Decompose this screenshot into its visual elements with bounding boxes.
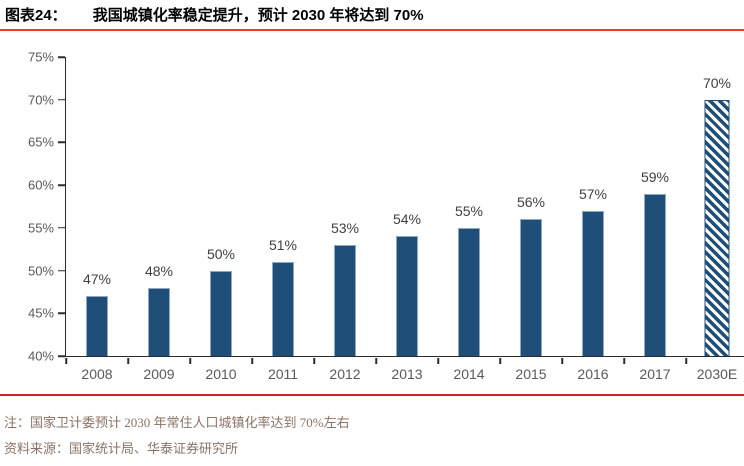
x-axis-category-label: 2030E: [696, 366, 738, 382]
bar-value-label: 53%: [330, 219, 360, 236]
x-axis-tick: [189, 357, 191, 364]
y-axis-tick: [58, 98, 65, 101]
bar-2015: [520, 219, 542, 356]
figure-title: 我国城镇化率稳定提升，预计 2030 年将达到 70%: [92, 7, 424, 24]
bar-value-label: 56%: [516, 194, 546, 211]
bar-2011: [272, 262, 294, 356]
y-axis-tick: [58, 269, 65, 272]
x-axis-category-label: 2008: [81, 366, 113, 382]
bar-2013: [396, 236, 418, 356]
y-axis-label: 75%: [27, 49, 54, 65]
x-axis-tick: [65, 357, 67, 364]
bar-forecast-2030E: [704, 99, 730, 356]
x-axis-category-label: 2013: [391, 366, 423, 382]
x-axis-tick: [437, 357, 439, 364]
footer-note: 注：国家卫计委预计 2030 年常住人口城镇化率达到 70%左右: [4, 415, 350, 430]
bar-value-label: 55%: [454, 202, 484, 219]
title-underline-rule: [0, 29, 744, 31]
bar-2017: [644, 193, 666, 356]
bar-chart: 75% 70% 65% 60% 55% 50% 45% 40% 47% 2008 48% 2009 50…: [0, 36, 744, 391]
y-axis-label: 40%: [27, 348, 54, 364]
x-axis-category-label: 2009: [143, 366, 175, 382]
x-axis-category-label: 2017: [639, 366, 671, 382]
x-axis-tick: [313, 357, 315, 364]
bar-value-label: 59%: [640, 168, 670, 185]
bar-value-label: 54%: [392, 211, 422, 228]
bar-value-label: 48%: [144, 262, 174, 279]
y-axis-label: 45%: [27, 305, 54, 321]
bar-2008: [86, 296, 108, 356]
x-axis-tick: [623, 357, 625, 364]
y-axis-tick: [58, 312, 65, 315]
bar-value-label: 70%: [702, 74, 732, 91]
y-axis-label: 60%: [27, 177, 54, 193]
plot-area: 75% 70% 65% 60% 55% 50% 45% 40% 47% 2008 48% 2009 50…: [28, 50, 744, 382]
y-axis-tick: [58, 227, 65, 229]
x-axis-tick: [127, 357, 129, 364]
bar-2014: [458, 227, 480, 356]
y-axis-label: 55%: [27, 220, 54, 236]
y-axis-tick: [58, 56, 65, 58]
x-axis-tick: [499, 357, 501, 364]
x-axis-category-label: 2016: [577, 366, 609, 382]
bar-2010: [210, 270, 232, 356]
bar-value-label: 47%: [82, 271, 112, 288]
x-axis-tick: [375, 357, 377, 364]
y-axis-label: 65%: [27, 134, 54, 150]
x-axis-tick: [251, 357, 253, 364]
footer-source: 资料来源：国家统计局、华泰证券研究所: [4, 441, 239, 456]
x-axis-category-label: 2011: [267, 366, 299, 382]
figure-number-label: 图表24：: [5, 7, 67, 24]
y-axis-label: 50%: [27, 263, 54, 279]
y-axis-tick: [58, 141, 65, 144]
bar-value-label: 57%: [578, 185, 608, 202]
x-axis-category-label: 2012: [329, 366, 361, 382]
x-axis-category-label: 2015: [515, 366, 547, 382]
chart-title-row: 图表24： 我国城镇化率稳定提升，预计 2030 年将达到 70%: [5, 5, 424, 27]
bar-value-label: 51%: [268, 237, 298, 254]
bar-2012: [334, 244, 356, 356]
y-axis-tick: [58, 355, 65, 357]
x-axis-category-label: 2010: [205, 366, 237, 382]
x-axis-tick: [561, 357, 563, 364]
bar-value-label: 50%: [206, 245, 236, 262]
bar-2009: [148, 287, 170, 356]
footer-divider-rule: [0, 394, 744, 396]
x-axis-tick: [685, 357, 687, 364]
x-axis-category-label: 2014: [453, 366, 485, 382]
bar-2016: [582, 210, 604, 356]
y-axis-tick: [58, 184, 65, 186]
y-axis-label: 70%: [27, 92, 54, 108]
